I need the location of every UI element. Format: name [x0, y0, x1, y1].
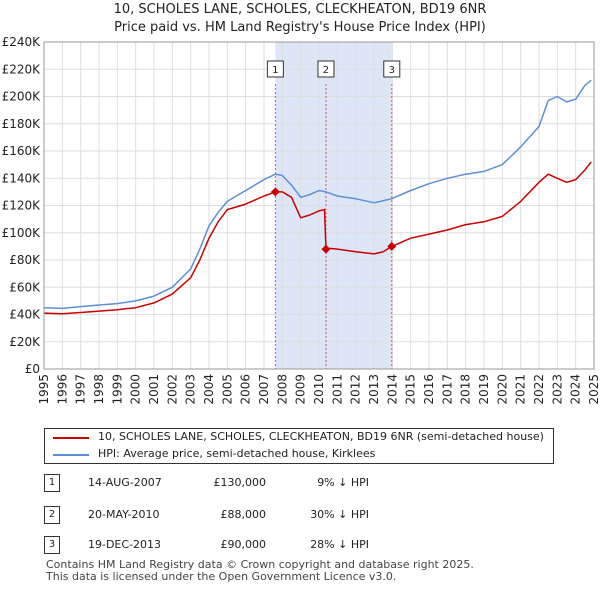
plot-frame	[43, 41, 595, 370]
y-tick-label: £220K	[2, 62, 42, 76]
sale-point	[270, 187, 280, 197]
transaction-price: £90,000	[220, 538, 267, 551]
x-tick-label: 2010	[312, 374, 326, 405]
sale-number-label: 2	[323, 65, 329, 76]
chart-title: 10, SCHOLES LANE, SCHOLES, CLECKHEATON, …	[113, 2, 487, 17]
footer-copyright: Contains HM Land Registry data © Crown c…	[46, 558, 474, 571]
transaction-number: 2	[44, 506, 60, 524]
legend-label-property: 10, SCHOLES LANE, SCHOLES, CLECKHEATON, …	[98, 430, 544, 443]
y-tick-label: £140K	[2, 171, 42, 185]
x-tick-label: 2003	[184, 374, 198, 405]
sale-point	[387, 241, 397, 251]
property-price-line	[43, 161, 592, 315]
sale-number-box	[383, 60, 401, 78]
y-tick-label: £120K	[2, 199, 42, 213]
transaction-number: 3	[44, 536, 60, 554]
transaction-row: 3 19-DEC-2013 £90,000 28% ↓ HPI	[44, 536, 564, 556]
footer-license: This data is licensed under the Open Gov…	[46, 570, 397, 583]
sale-number-label: 3	[389, 65, 395, 76]
y-tick-label: £200K	[2, 90, 42, 104]
x-tick-label: 2007	[257, 374, 271, 405]
x-tick-label: 2021	[514, 374, 528, 405]
footer-attribution: Contains HM Land Registry data © Crown c…	[46, 559, 474, 583]
x-tick-label: 1999	[110, 374, 124, 405]
transaction-date: 14-AUG-2007	[88, 476, 162, 489]
y-tick-label: £0	[25, 362, 40, 376]
price-chart: £0 £20K £40K £60K £80K £100K £120K £140K £160K £1…	[2, 35, 600, 405]
sale-number-box	[317, 60, 335, 78]
x-tick-label: 2012	[349, 374, 363, 405]
transaction-hpi-diff: 9% ↓ HPI	[317, 476, 369, 489]
y-tick-label: £160K	[2, 144, 42, 158]
x-tick-label: 2020	[495, 374, 509, 405]
x-tick-label: 2011	[330, 374, 344, 405]
sale-number-box	[266, 60, 284, 78]
legend-label-hpi: HPI: Average price, semi-detached house,…	[98, 447, 376, 460]
x-tick-label: 1996	[55, 374, 69, 405]
transaction-row: 2 20-MAY-2010 £88,000 30% ↓ HPI	[44, 506, 564, 526]
x-tick-label: 2015	[404, 374, 418, 405]
x-tick-label: 1998	[92, 374, 106, 405]
x-tick-label: 2000	[129, 374, 143, 405]
x-tick-label: 2025	[587, 374, 600, 405]
x-tick-label: 2022	[532, 374, 546, 405]
transaction-number: 1	[44, 474, 60, 492]
chart-subtitle: Price paid vs. HM Land Registry's House …	[114, 20, 486, 35]
y-tick-label: £40K	[9, 308, 41, 322]
x-tick-label: 2017	[440, 374, 454, 405]
transaction-price: £88,000	[220, 508, 267, 521]
x-tick-label: 2005	[220, 374, 234, 405]
y-tick-label: £80K	[9, 253, 41, 267]
legend-swatch-property	[53, 437, 89, 439]
x-tick-label: 1995	[37, 374, 51, 405]
x-tick-label: 2001	[147, 374, 161, 405]
sale-point	[321, 244, 331, 254]
x-tick-label: 2009	[294, 374, 308, 405]
y-tick-label: £60K	[9, 280, 41, 294]
x-tick-label: 2024	[569, 374, 583, 405]
hpi-line	[43, 79, 592, 310]
x-tick-label: 2016	[422, 374, 436, 405]
x-tick-label: 2023	[550, 374, 564, 405]
x-tick-label: 2013	[367, 374, 381, 405]
y-tick-label: £240K	[2, 35, 42, 49]
x-tick-label: 2019	[477, 374, 491, 405]
transaction-date: 19-DEC-2013	[88, 538, 162, 551]
x-tick-label: 1997	[74, 374, 88, 405]
transaction-price: £130,000	[213, 476, 267, 489]
x-tick-label: 2014	[385, 374, 399, 405]
y-tick-label: £180K	[2, 117, 42, 131]
chart-legend: 10, SCHOLES LANE, SCHOLES, CLECKHEATON, …	[44, 428, 554, 464]
y-tick-label: £20K	[9, 335, 41, 349]
y-tick-label: £100K	[2, 226, 42, 240]
transaction-row: 1 14-AUG-2007 £130,000 9% ↓ HPI	[44, 474, 564, 494]
legend-swatch-hpi	[53, 454, 89, 456]
x-tick-label: 2008	[275, 374, 289, 405]
transaction-hpi-diff: 30% ↓ HPI	[310, 508, 369, 521]
x-tick-label: 2004	[202, 374, 216, 405]
transaction-hpi-diff: 28% ↓ HPI	[310, 538, 369, 551]
x-tick-label: 2002	[165, 374, 179, 405]
x-tick-label: 2006	[239, 374, 253, 405]
sale-number-label: 1	[272, 65, 278, 76]
x-tick-label: 2018	[459, 374, 473, 405]
transaction-date: 20-MAY-2010	[88, 508, 160, 521]
